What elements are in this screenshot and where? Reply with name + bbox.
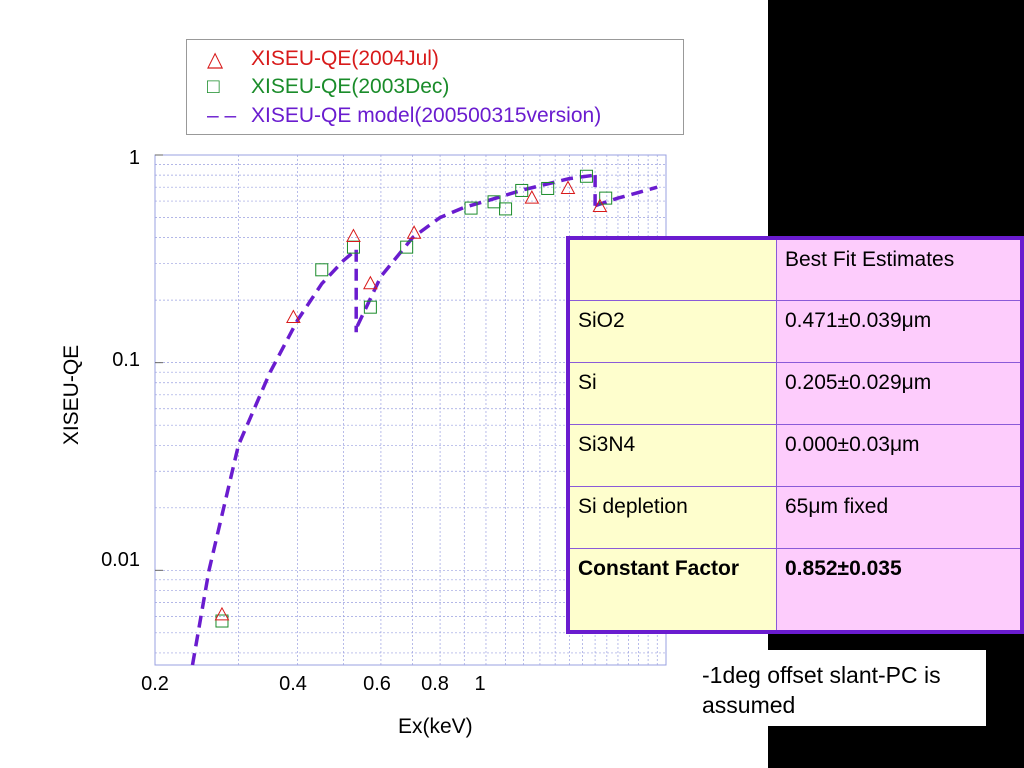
table-row: Si depletion 65μm fixed (567, 485, 1023, 549)
table-header-cell: Best Fit Estimates (776, 237, 1023, 301)
x-tick-label: 0.2 (141, 673, 169, 695)
triangle-data-point (286, 309, 301, 323)
square-data-point (464, 201, 478, 215)
best-fit-table: Best Fit Estimates SiO2 0.471±0.039μm Si… (566, 236, 1024, 634)
triangle-data-point (592, 198, 608, 212)
x-tick-label: 0.8 (421, 673, 449, 695)
table-row: Constant Factor 0.852±0.035 (567, 547, 1023, 633)
triangle-data-point (524, 190, 540, 204)
square-data-point (315, 263, 329, 277)
legend-item: – – XISEU-QE model(200500315version) (207, 102, 601, 130)
square-data-point (541, 181, 555, 195)
x-tick-label: 0.6 (363, 673, 391, 695)
legend-label: XISEU-QE(2003Dec) (251, 75, 450, 98)
value-cell: 0.471±0.039μm (776, 299, 1023, 363)
square-data-point (579, 169, 593, 183)
legend-item: △ XISEU-QE(2004Jul) (207, 45, 439, 73)
square-data-point (499, 202, 513, 216)
square-data-point (599, 191, 613, 205)
value-cell: 0.000±0.03μm (776, 423, 1023, 487)
table-row: Si 0.205±0.029μm (567, 361, 1023, 425)
model-curve-segment (190, 248, 358, 666)
triangle-data-point (214, 606, 230, 621)
legend-item: □ XISEU-QE(2003Dec) (207, 73, 449, 101)
value-cell: 0.205±0.029μm (776, 361, 1023, 425)
legend-label: XISEU-QE(2004Jul) (251, 47, 439, 70)
square-data-point (363, 300, 377, 314)
param-cell: SiO2 (567, 299, 777, 363)
triangle-data-point (560, 180, 576, 194)
x-tick-label: 1 (474, 673, 486, 695)
param-cell: Si (567, 361, 777, 425)
table-header-row: Best Fit Estimates (567, 237, 1023, 301)
y-tick-label: 0.1 (112, 349, 140, 371)
square-data-point (400, 240, 414, 254)
x-axis-label: Ex(keV) (398, 715, 473, 738)
chart-legend: △ XISEU-QE(2004Jul) □ XISEU-QE(2003Dec) … (186, 39, 684, 135)
triangle-marker-icon: △ (207, 47, 224, 71)
model-curve-segment (355, 173, 596, 327)
annotation-note: -1deg offset slant-PC is assumed (690, 650, 986, 726)
param-cell: Si3N4 (567, 423, 777, 487)
dashed-line-icon: – – (207, 104, 237, 127)
legend-label: XISEU-QE model(200500315version) (251, 104, 602, 127)
y-tick-label: 0.01 (101, 549, 140, 571)
triangle-data-point (363, 275, 378, 290)
triangle-data-point (346, 228, 361, 243)
param-cell: Constant Factor (567, 547, 777, 633)
value-cell: 65μm fixed (776, 485, 1023, 549)
square-data-point (515, 183, 529, 197)
table-header-cell (567, 237, 777, 301)
triangle-data-point (406, 225, 422, 239)
square-data-point (215, 614, 229, 628)
value-cell: 0.852±0.035 (776, 547, 1023, 633)
param-cell: Si depletion (567, 485, 777, 549)
table-row: SiO2 0.471±0.039μm (567, 299, 1023, 363)
table-row: Si3N4 0.000±0.03μm (567, 423, 1023, 487)
y-tick-label: 1 (128, 147, 140, 169)
square-data-point (487, 195, 501, 209)
x-tick-label: 0.4 (279, 673, 307, 695)
square-marker-icon: □ (207, 75, 220, 98)
